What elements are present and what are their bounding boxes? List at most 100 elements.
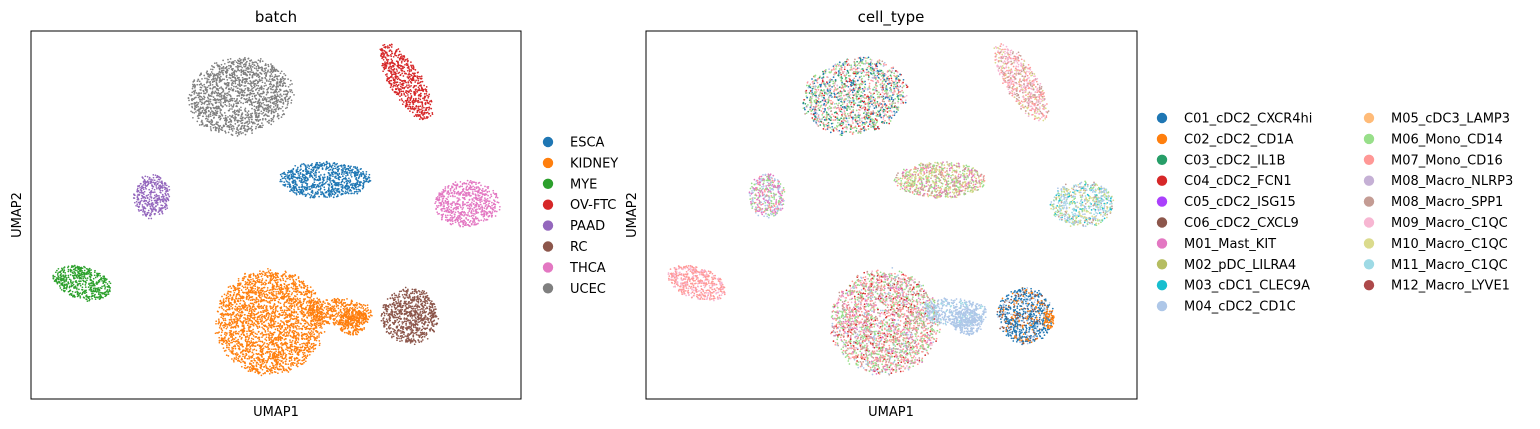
cell-point [459, 225, 462, 228]
cell-point [393, 79, 396, 82]
cell-point [455, 186, 458, 189]
cell-point [451, 186, 453, 189]
cell-point [336, 173, 339, 176]
cell-point [458, 212, 460, 214]
cell-point [383, 67, 386, 70]
cell-point [262, 124, 264, 127]
cell-point [285, 90, 288, 92]
cell-point [358, 170, 360, 173]
cell-point [265, 315, 267, 318]
cell-point [266, 114, 268, 117]
cell-point [405, 81, 407, 84]
cell-point [274, 104, 277, 107]
cell-point [315, 174, 317, 176]
cell-point [272, 85, 274, 88]
cell-point [300, 189, 302, 191]
cell-point [233, 119, 236, 122]
cell-point [355, 171, 358, 174]
cell-point [397, 54, 400, 57]
cell-point [292, 181, 294, 183]
cell-point [389, 54, 392, 56]
cell-point [397, 64, 400, 67]
cell-point [152, 203, 155, 206]
cell-point [454, 211, 457, 214]
cell-point [404, 95, 407, 97]
cell-point [447, 206, 450, 209]
cell-point [166, 187, 168, 190]
cell-point [257, 85, 260, 87]
cell-point [205, 81, 208, 84]
cell-point [242, 132, 244, 134]
cell-point [251, 61, 254, 64]
cell-point [234, 100, 236, 103]
cell-point [323, 186, 326, 189]
cell-point [224, 114, 227, 117]
cell-point [480, 189, 483, 192]
cell-point [451, 210, 453, 213]
cell-point [229, 123, 232, 126]
cell-point [282, 183, 285, 186]
cell-point [234, 123, 237, 125]
cell-point [68, 290, 71, 293]
cell-point [261, 92, 264, 95]
cell-point [398, 50, 401, 53]
cell-point [243, 69, 245, 72]
cell-point [252, 278, 254, 280]
cell-point [252, 86, 255, 89]
cell-point [405, 89, 408, 92]
cell-point [228, 76, 231, 79]
cell-point [52, 277, 55, 280]
cell-point [345, 180, 348, 182]
cell-point [442, 195, 445, 198]
cell-point [105, 294, 107, 297]
cell-point [67, 268, 70, 271]
cell-point [491, 211, 494, 213]
cell-point [366, 177, 369, 180]
cell-point [210, 92, 213, 95]
cell-point [308, 188, 311, 191]
cell-point [250, 92, 253, 95]
cell-point [268, 96, 271, 99]
cell-point [266, 91, 269, 93]
cell-point [414, 94, 416, 96]
cell-point [487, 194, 489, 197]
cell-point [253, 84, 255, 86]
cell-point [492, 189, 495, 192]
cell-point [157, 198, 160, 201]
cell-point [407, 107, 409, 110]
cell-point [265, 84, 267, 87]
cell-point [254, 127, 257, 130]
cell-point [444, 219, 447, 221]
cell-point [397, 56, 399, 59]
cell-point [217, 121, 219, 124]
cell-point [261, 126, 263, 129]
cell-point [88, 282, 90, 285]
cell-point [459, 181, 462, 183]
cell-point [473, 206, 476, 209]
cell-point [449, 203, 452, 206]
cell-point [145, 188, 147, 190]
cell-point [281, 113, 284, 116]
cell-point [456, 203, 458, 206]
cell-point [270, 111, 273, 114]
cell-point [151, 209, 153, 212]
cell-point [239, 302, 241, 305]
cell-point [79, 270, 82, 273]
cell-point [264, 63, 267, 65]
cell-point [230, 116, 233, 118]
cell-point [137, 185, 139, 187]
cell-point [233, 127, 235, 130]
cell-point [414, 107, 417, 110]
cell-point [273, 108, 276, 111]
cell-point [265, 336, 268, 339]
cell-point [244, 110, 247, 112]
cell-point [206, 96, 209, 99]
cell-point [228, 103, 231, 105]
cell-point [479, 201, 482, 204]
cell-point [403, 87, 405, 89]
cell-point [240, 115, 243, 117]
cell-point [250, 112, 252, 115]
cell-point [220, 104, 223, 107]
cell-point [302, 169, 305, 172]
cell-point [270, 110, 273, 112]
